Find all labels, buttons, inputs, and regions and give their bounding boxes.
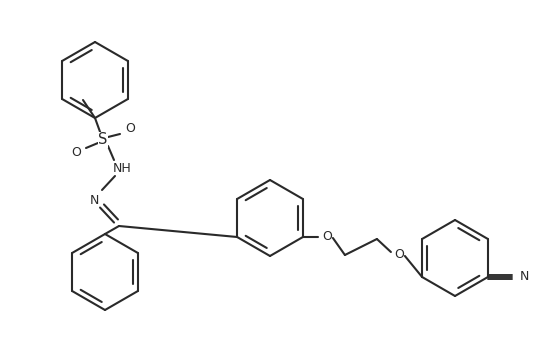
Text: O: O bbox=[125, 122, 135, 136]
Text: N: N bbox=[520, 270, 530, 283]
Text: S: S bbox=[98, 132, 107, 147]
Text: O: O bbox=[394, 249, 404, 262]
Text: O: O bbox=[322, 231, 332, 244]
Text: N: N bbox=[89, 194, 99, 207]
Text: NH: NH bbox=[112, 162, 131, 175]
Text: O: O bbox=[71, 146, 81, 159]
